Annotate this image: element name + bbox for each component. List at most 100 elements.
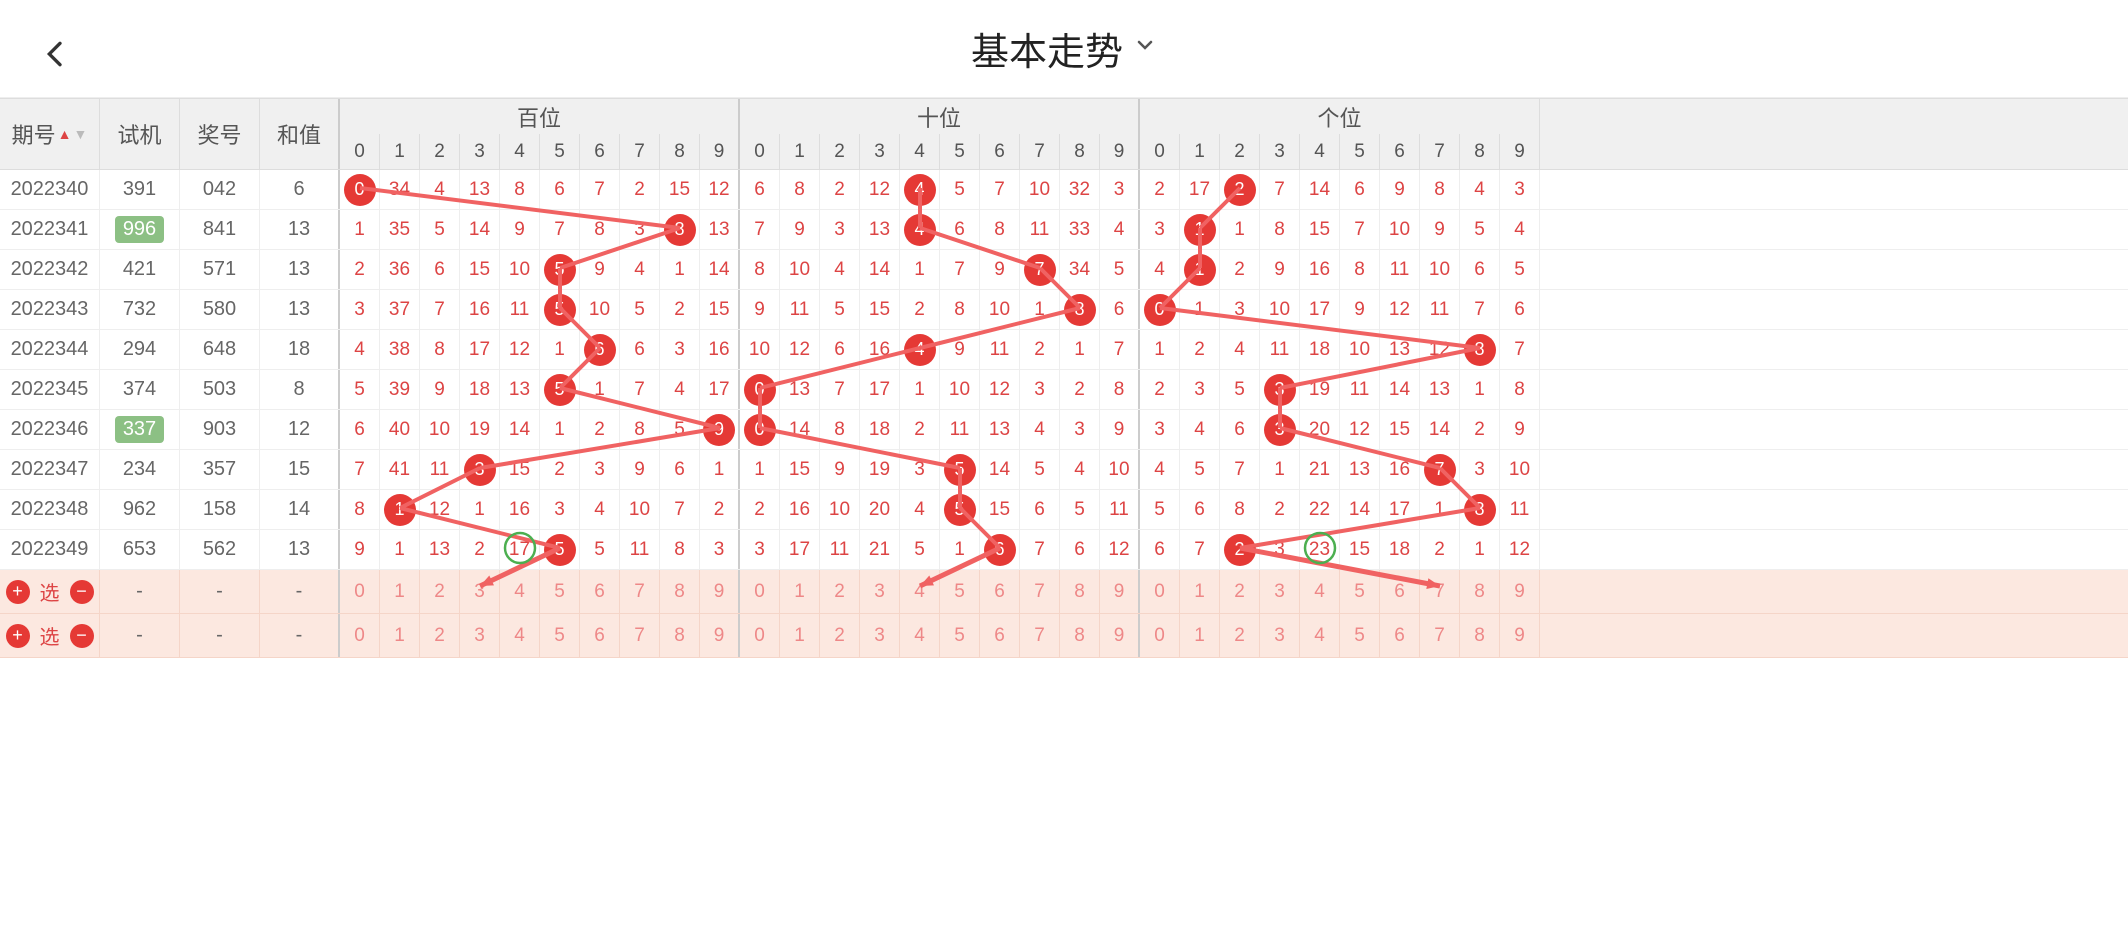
digit-cell: 2 [1020,330,1060,369]
select-digit[interactable]: 8 [1060,614,1100,657]
select-digit[interactable]: 5 [1340,614,1380,657]
select-digit[interactable]: 2 [420,614,460,657]
select-digit[interactable]: 9 [1500,570,1540,613]
select-digit[interactable]: 2 [820,570,860,613]
select-digit[interactable]: 6 [1380,614,1420,657]
col-shiji[interactable]: 试机 [100,99,180,169]
select-digit[interactable]: 9 [700,614,740,657]
select-digit[interactable]: 3 [1260,570,1300,613]
select-digit[interactable]: 0 [1140,614,1180,657]
digit-cell: 15 [700,290,740,329]
select-digit[interactable]: 3 [460,570,500,613]
select-digit[interactable]: 7 [1020,614,1060,657]
select-digit[interactable]: 3 [460,614,500,657]
select-digit[interactable]: 7 [620,614,660,657]
select-digit[interactable]: 4 [1300,614,1340,657]
select-digit[interactable]: 0 [340,570,380,613]
select-digit[interactable]: 2 [820,614,860,657]
select-digit[interactable]: 3 [860,570,900,613]
select-digit[interactable]: 9 [700,570,740,613]
digit-cell: 7 [1340,210,1380,249]
select-digit[interactable]: 3 [1260,614,1300,657]
select-digit[interactable]: 1 [380,570,420,613]
select-digit[interactable]: 0 [340,614,380,657]
select-digit[interactable]: 7 [1420,614,1460,657]
select-digit[interactable]: 0 [740,570,780,613]
digit-cell: 4 [1140,450,1180,489]
digit-cell-hit: 0 [740,370,780,409]
digit-cell: 8 [620,410,660,449]
add-button[interactable]: + [6,580,30,604]
select-digit[interactable]: 6 [580,614,620,657]
select-digit[interactable]: 5 [540,570,580,613]
select-digit[interactable]: 2 [420,570,460,613]
sel-shiji: - [100,570,180,613]
digit-cell: 10 [780,250,820,289]
sub-button[interactable]: − [70,624,94,648]
digit-cell: 2 [1220,250,1260,289]
award-cell: 503 [180,370,260,409]
digit-cell: 6 [540,170,580,209]
select-digit[interactable]: 4 [500,570,540,613]
select-digit[interactable]: 6 [980,614,1020,657]
select-digit[interactable]: 4 [900,570,940,613]
digit-cell: 4 [820,250,860,289]
period-cell: 2022342 [0,250,100,289]
sub-button[interactable]: − [70,580,94,604]
digit-cell: 3 [1140,410,1180,449]
digit-cell: 4 [900,490,940,529]
col-period[interactable]: 期号▲▼ [0,99,100,169]
select-digit[interactable]: 5 [540,614,580,657]
select-digit[interactable]: 2 [1220,614,1260,657]
select-digit[interactable]: 8 [660,614,700,657]
title-dropdown[interactable]: 基本走势 [971,21,1157,76]
select-digit[interactable]: 0 [740,614,780,657]
select-digit[interactable]: 7 [1420,570,1460,613]
select-digit[interactable]: 6 [580,570,620,613]
col-award[interactable]: 奖号 [180,99,260,169]
digit-cell: 10 [500,250,540,289]
digit-cell: 10 [1100,450,1140,489]
back-button[interactable] [40,32,72,80]
select-digit[interactable]: 6 [1380,570,1420,613]
select-digit[interactable]: 7 [620,570,660,613]
digit-cell: 11 [940,410,980,449]
select-digit[interactable]: 5 [1340,570,1380,613]
select-digit[interactable]: 1 [380,614,420,657]
select-digit[interactable]: 5 [940,614,980,657]
select-digit[interactable]: 9 [1100,614,1140,657]
select-digit[interactable]: 1 [1180,570,1220,613]
add-button[interactable]: + [6,624,30,648]
digit-cell: 4 [1100,210,1140,249]
select-digit[interactable]: 8 [1460,614,1500,657]
select-digit[interactable]: 9 [1100,570,1140,613]
select-digit[interactable]: 4 [900,614,940,657]
select-digit[interactable]: 2 [1220,570,1260,613]
select-digit[interactable]: 1 [1180,614,1220,657]
select-digit[interactable]: 5 [940,570,980,613]
digit-cell: 4 [1180,410,1220,449]
select-digit[interactable]: 1 [780,570,820,613]
digit-cell: 5 [1180,450,1220,489]
select-digit[interactable]: 4 [1300,570,1340,613]
select-digit[interactable]: 0 [1140,570,1180,613]
col-hezhi[interactable]: 和值 [260,99,340,169]
digit-cell: 5 [1500,250,1540,289]
select-digit[interactable]: 8 [1460,570,1500,613]
select-digit[interactable]: 7 [1020,570,1060,613]
digit-cell: 1 [900,370,940,409]
select-digit[interactable]: 3 [860,614,900,657]
digit-cell: 7 [340,450,380,489]
select-digit[interactable]: 9 [1500,614,1540,657]
select-digit[interactable]: 6 [980,570,1020,613]
digit-cell: 6 [340,410,380,449]
select-digit[interactable]: 8 [1060,570,1100,613]
digit-cell: 5 [940,170,980,209]
digit-cell-hit: 6 [580,330,620,369]
digit-cell-hit: 8 [1460,330,1500,369]
select-digit[interactable]: 4 [500,614,540,657]
table-row: 2022340391042603441386721512682124571032… [0,170,2128,210]
hit-ball: 4 [904,214,936,246]
select-digit[interactable]: 1 [780,614,820,657]
select-digit[interactable]: 8 [660,570,700,613]
